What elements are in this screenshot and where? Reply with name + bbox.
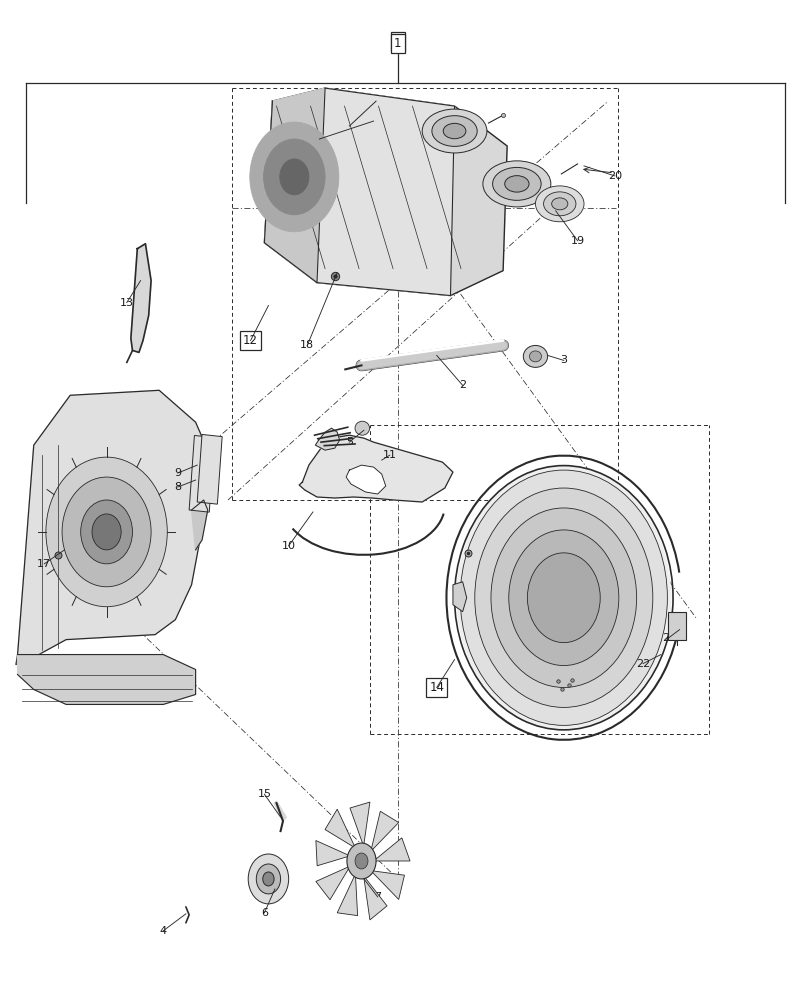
Ellipse shape	[551, 198, 567, 210]
Polygon shape	[315, 428, 339, 450]
Circle shape	[460, 470, 667, 725]
Circle shape	[280, 159, 308, 195]
Polygon shape	[337, 874, 357, 916]
Polygon shape	[264, 88, 324, 283]
Circle shape	[80, 500, 132, 564]
Circle shape	[264, 139, 324, 215]
Text: 19: 19	[570, 236, 584, 246]
Circle shape	[508, 530, 618, 666]
Text: 14: 14	[429, 681, 444, 694]
Polygon shape	[315, 866, 350, 900]
Polygon shape	[264, 88, 507, 296]
Circle shape	[62, 477, 151, 587]
Ellipse shape	[543, 192, 575, 216]
Text: 6: 6	[260, 908, 268, 918]
Text: 9: 9	[174, 468, 181, 478]
Text: 22: 22	[635, 659, 650, 669]
Text: 2: 2	[458, 380, 466, 390]
Polygon shape	[298, 435, 453, 502]
Polygon shape	[18, 655, 195, 704]
Circle shape	[474, 488, 652, 707]
Polygon shape	[316, 88, 454, 296]
Ellipse shape	[422, 109, 487, 153]
Ellipse shape	[523, 345, 547, 367]
Ellipse shape	[492, 167, 540, 200]
Circle shape	[92, 514, 121, 550]
Polygon shape	[373, 838, 410, 861]
Polygon shape	[371, 811, 398, 851]
Bar	[667, 612, 685, 640]
Text: 18: 18	[300, 340, 314, 350]
Circle shape	[354, 853, 367, 869]
Ellipse shape	[504, 176, 528, 192]
Text: 3: 3	[560, 355, 567, 365]
Polygon shape	[371, 871, 404, 899]
Polygon shape	[191, 500, 208, 550]
Ellipse shape	[431, 116, 477, 146]
Ellipse shape	[534, 186, 583, 222]
Text: 8: 8	[174, 482, 181, 492]
Text: 20: 20	[607, 171, 621, 181]
Bar	[197, 434, 222, 504]
Circle shape	[346, 843, 375, 879]
Circle shape	[526, 553, 599, 643]
Ellipse shape	[483, 161, 550, 207]
Circle shape	[250, 122, 338, 232]
Circle shape	[457, 466, 670, 729]
Circle shape	[46, 457, 167, 607]
Text: 13: 13	[120, 298, 134, 308]
Text: 15: 15	[257, 789, 271, 799]
Polygon shape	[274, 801, 286, 821]
Text: 17: 17	[37, 559, 51, 569]
Text: 5: 5	[345, 437, 353, 447]
Text: 7: 7	[374, 892, 381, 902]
Polygon shape	[350, 802, 370, 846]
Text: 4: 4	[160, 926, 166, 936]
Text: 1: 1	[393, 35, 401, 48]
Text: 21: 21	[661, 633, 676, 643]
Text: 16: 16	[312, 134, 326, 144]
Circle shape	[256, 864, 281, 894]
Polygon shape	[453, 582, 466, 612]
Text: 11: 11	[382, 450, 397, 460]
Polygon shape	[16, 390, 208, 665]
Ellipse shape	[354, 421, 369, 435]
Polygon shape	[315, 841, 350, 866]
Text: 10: 10	[281, 541, 295, 551]
Ellipse shape	[443, 123, 466, 139]
Polygon shape	[131, 244, 151, 352]
Circle shape	[491, 508, 636, 687]
Ellipse shape	[529, 351, 541, 362]
Bar	[189, 435, 214, 512]
Polygon shape	[345, 465, 385, 494]
Polygon shape	[363, 876, 387, 920]
Text: 1: 1	[393, 37, 401, 50]
Polygon shape	[324, 809, 355, 848]
Circle shape	[263, 872, 274, 886]
Text: 12: 12	[242, 334, 258, 347]
Circle shape	[248, 854, 288, 904]
